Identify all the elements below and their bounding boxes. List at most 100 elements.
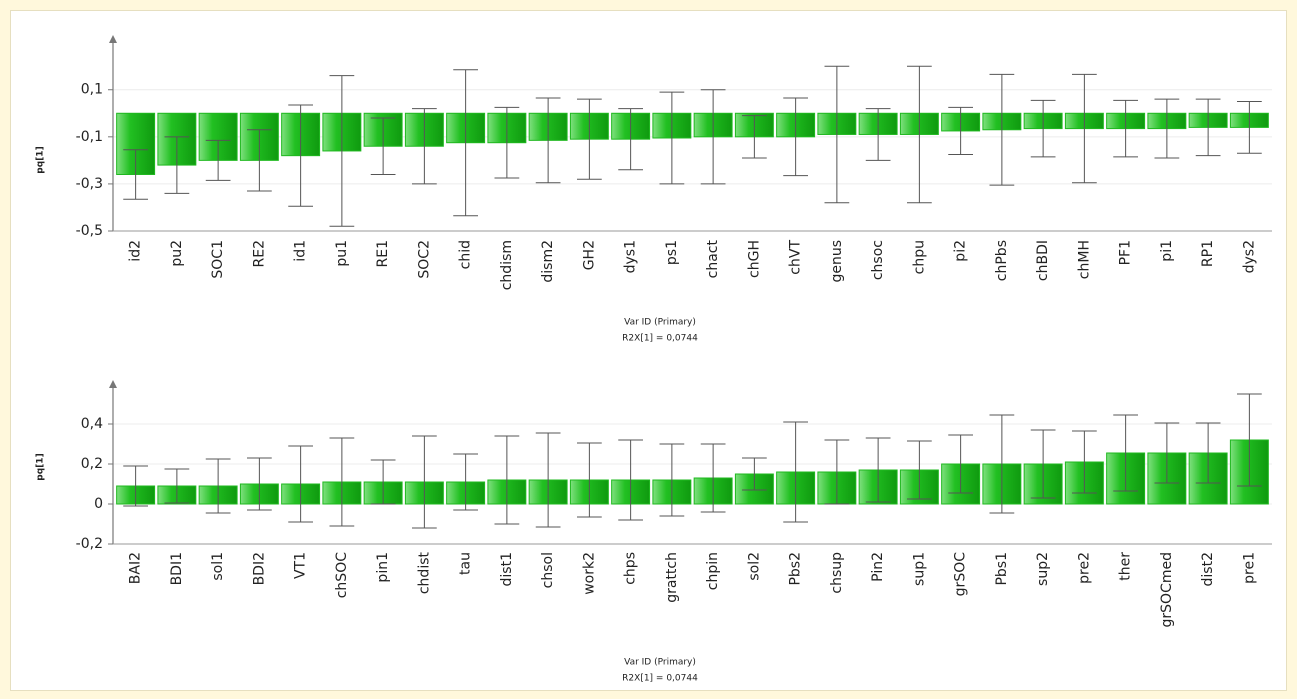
error-bar (989, 73, 1015, 186)
error-bar (783, 97, 808, 177)
x-tick-label: chMH (1076, 240, 1092, 279)
y-tick-label: -0,1 (76, 129, 103, 145)
x-tick-label: dism2 (540, 240, 556, 283)
x-tick-label: sol2 (746, 552, 762, 581)
y-tick-label: 0,2 (81, 456, 103, 472)
x-tick-label: chSOC (334, 552, 350, 598)
x-tick-label: chBDI (1035, 240, 1051, 281)
x-tick-label: VT1 (293, 552, 309, 579)
x-tick-label: RE2 (251, 240, 267, 267)
y-axis-label: pq[1] (36, 453, 46, 480)
error-bar (1072, 73, 1097, 184)
x-tick-label: sup2 (1035, 552, 1051, 586)
x-tick-label: chps (623, 552, 639, 585)
y-tick-label: -0,2 (76, 536, 103, 552)
error-bar (865, 437, 891, 503)
annotation: R2X[1] = 0,0744 (622, 334, 698, 344)
x-tick-label: Pbs1 (994, 552, 1010, 586)
error-bar (659, 443, 685, 517)
y-tick-label: 0 (94, 496, 103, 512)
x-tick-label: chdist (416, 552, 432, 595)
error-bar (824, 439, 850, 505)
error-bar (205, 139, 231, 181)
x-tick-label: pin1 (375, 552, 391, 583)
error-bar (164, 468, 190, 504)
x-axis-label: Var ID (Primary) (624, 658, 696, 668)
x-tick-label: SOC2 (416, 240, 432, 279)
x-tick-label: Pin2 (870, 552, 886, 582)
error-bar (1072, 430, 1097, 494)
x-tick-label: ps1 (664, 240, 680, 265)
error-bar (783, 421, 808, 523)
error-bar (1030, 429, 1056, 499)
error-bar (370, 459, 396, 505)
x-tick-label: pu1 (334, 240, 350, 267)
x-tick-label: work2 (581, 552, 597, 595)
x-tick-label: id1 (293, 240, 309, 262)
error-bar (618, 439, 643, 521)
x-tick-label: chdism (499, 240, 515, 290)
error-bar (453, 453, 478, 511)
error-bar (329, 75, 355, 227)
error-bar (618, 108, 643, 171)
error-bar (164, 136, 190, 194)
x-tick-label: pu2 (169, 240, 185, 267)
error-bar (1237, 393, 1262, 487)
x-tick-label: dist2 (1200, 552, 1216, 586)
error-bar (1195, 422, 1221, 484)
x-tick-label: RP1 (1200, 240, 1216, 267)
x-tick-label: grattch (664, 552, 680, 603)
y-tick-label: 0,4 (81, 416, 103, 432)
x-tick-label: genus (829, 240, 845, 283)
x-tick-label: pre2 (1076, 552, 1092, 584)
error-bar (865, 108, 891, 161)
x-tick-label: RE1 (375, 240, 391, 267)
x-tick-label: pi1 (1159, 240, 1175, 262)
x-tick-label: Pbs2 (788, 552, 804, 586)
error-bar (989, 414, 1015, 514)
error-bar (1030, 99, 1056, 158)
error-bar (123, 149, 148, 200)
x-tick-label: chVT (788, 240, 804, 275)
x-tick-label: ther (1118, 552, 1134, 581)
y-axis-arrow (109, 35, 117, 43)
annotation: R2X[1] = 0,0744 (622, 674, 698, 684)
x-tick-label: pi2 (953, 240, 969, 262)
error-bar (1237, 101, 1262, 154)
x-tick-label: BAI2 (128, 552, 144, 584)
y-axis-arrow (109, 380, 117, 388)
error-bar (1113, 99, 1138, 158)
x-tick-label: dist1 (499, 552, 515, 586)
error-bar (700, 443, 726, 513)
error-bar (247, 457, 272, 511)
x-tick-label: chGH (746, 240, 762, 278)
error-bar (907, 440, 932, 500)
y-tick-label: -0,3 (76, 176, 103, 192)
error-bar (577, 442, 602, 518)
error-bar (742, 457, 767, 491)
x-tick-label: grSOC (953, 552, 969, 597)
error-bar (948, 106, 973, 155)
x-tick-label: dys2 (1241, 240, 1257, 273)
x-tick-label: BDI2 (251, 552, 267, 585)
x-tick-label: chsup (829, 552, 845, 594)
error-bar (494, 106, 520, 179)
error-bar (948, 434, 973, 494)
error-bar (412, 108, 437, 185)
error-bar (123, 465, 148, 507)
x-tick-label: chact (705, 239, 721, 278)
error-bar (205, 458, 231, 514)
error-bar (288, 445, 313, 523)
error-bar (247, 129, 272, 192)
error-bar (329, 437, 355, 527)
x-tick-label: chsoc (870, 240, 886, 280)
error-bar (288, 104, 313, 207)
error-bar (742, 115, 767, 159)
x-tick-label: sup1 (911, 552, 927, 586)
error-bar (412, 435, 437, 529)
x-tick-label: chsol (540, 552, 556, 588)
error-bar (659, 91, 685, 185)
error-bar (700, 89, 726, 185)
x-tick-label: PF1 (1118, 240, 1134, 265)
